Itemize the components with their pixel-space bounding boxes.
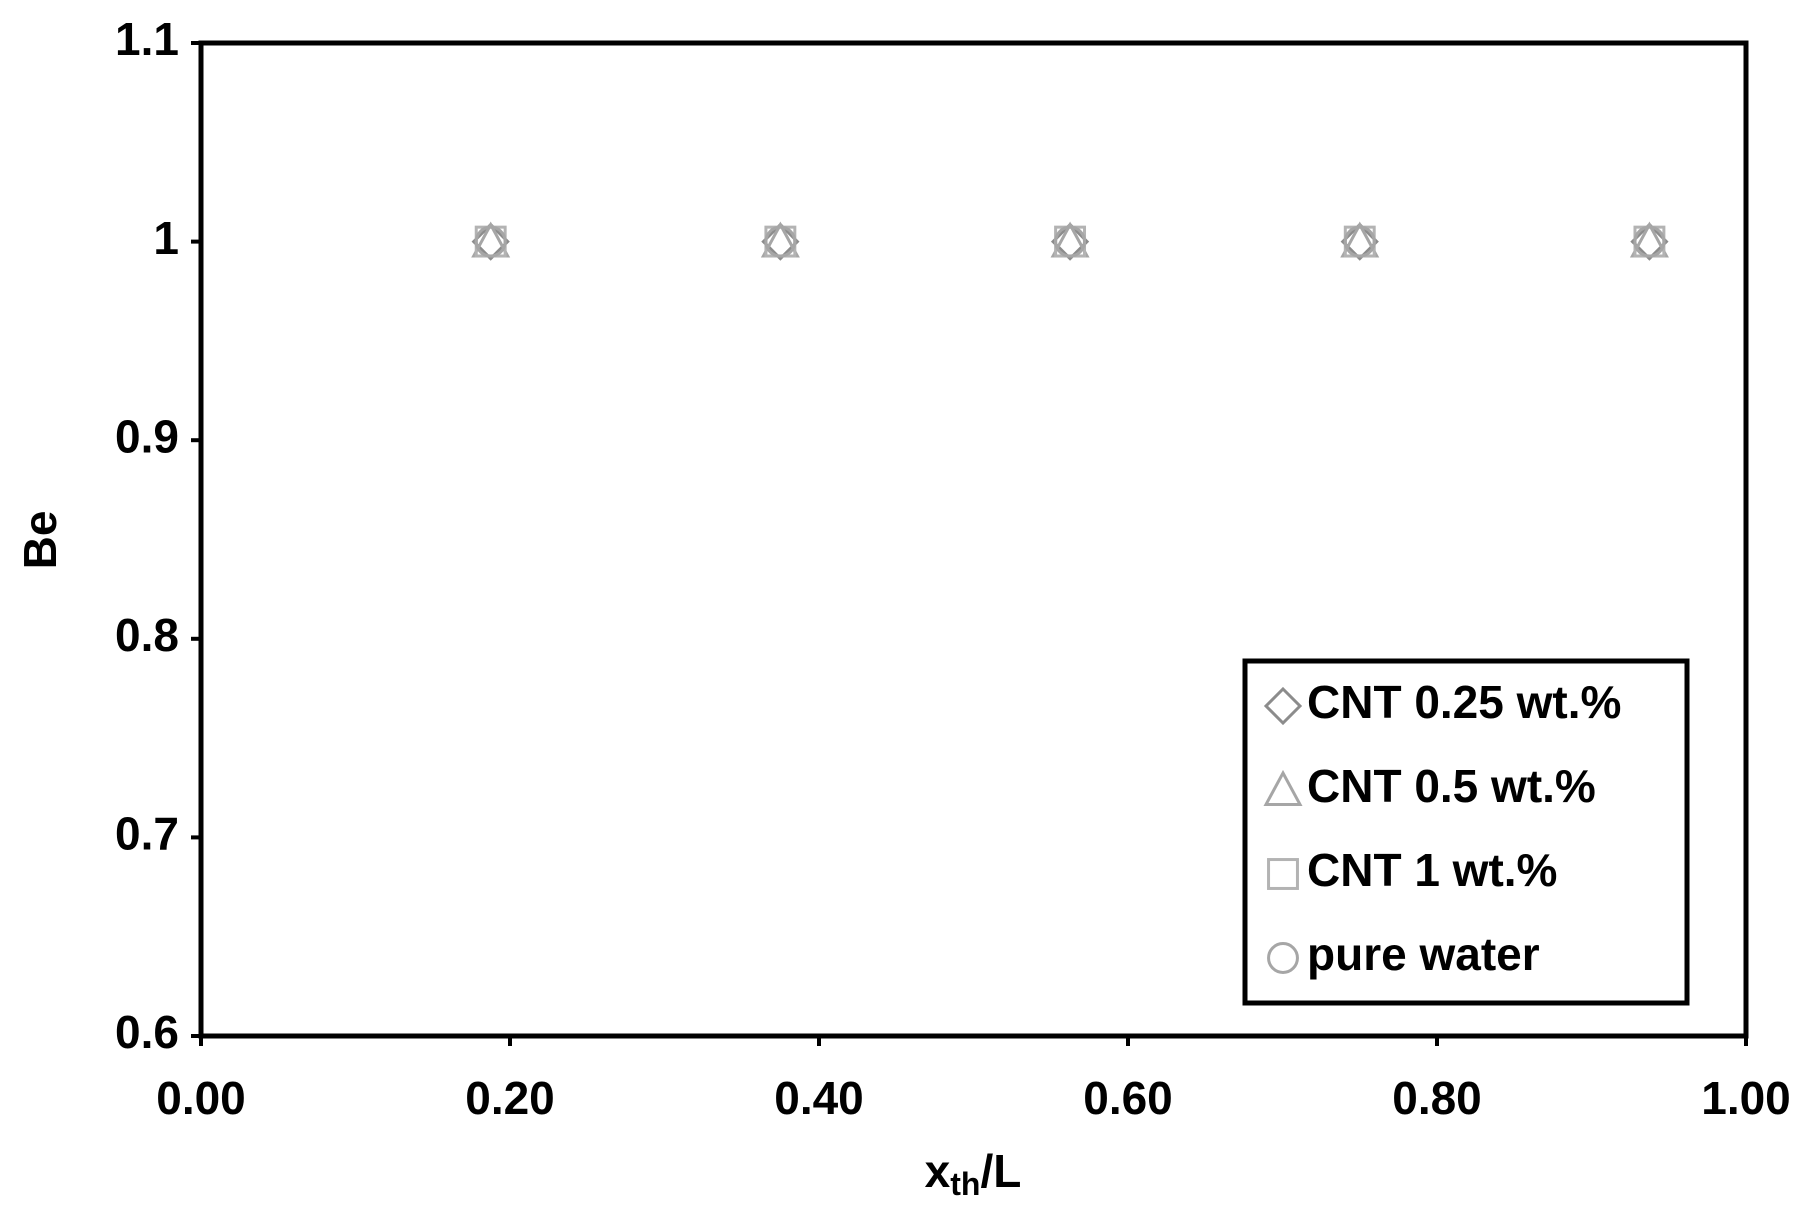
legend-label: CNT 0.25 wt.% [1307,676,1621,728]
y-tick-label: 0.9 [115,410,179,462]
y-tick-label: 0.8 [115,609,179,661]
marker-circle [1343,225,1376,258]
x-tick-label: 0.40 [774,1072,864,1124]
x-tick-label: 1.00 [1701,1072,1791,1124]
y-tick-label: 0.6 [115,1006,179,1058]
marker-diamond [1263,686,1303,726]
marker-circle [764,225,797,258]
legend-label: pure water [1307,928,1540,980]
y-axis-label: Be [14,511,66,570]
x-axis-label: xth/L [925,1145,1022,1202]
x-tick-label: 0.20 [465,1072,555,1124]
y-tick-label: 1.1 [115,13,179,65]
x-label-sub: th [950,1166,980,1202]
marker-triangle [1263,769,1303,806]
marker-circle [1267,942,1299,974]
plot-frame [198,40,1749,1039]
x-label-main: x [925,1145,951,1197]
y-tick-label: 0.7 [115,808,179,860]
marker-diamond [1340,222,1379,261]
y-tick-label: 1 [153,212,179,264]
marker-circle [474,225,507,258]
x-tick-label: 0.00 [156,1072,246,1124]
legend-label: CNT 1 wt.% [1307,844,1557,896]
marker-square [1267,858,1299,890]
marker-diamond [471,222,510,261]
marker-circle [1633,225,1666,258]
marker-diamond [1050,222,1090,261]
legend-box [1242,658,1690,1006]
marker-circle [1054,225,1087,258]
x-tick-label: 0.80 [1392,1072,1482,1124]
x-tick-label: 0.60 [1083,1072,1173,1124]
marker-diamond [1630,222,1669,261]
marker-diamond [761,222,800,261]
x-label-rest: /L [980,1145,1021,1197]
legend-label: CNT 0.5 wt.% [1307,760,1596,812]
